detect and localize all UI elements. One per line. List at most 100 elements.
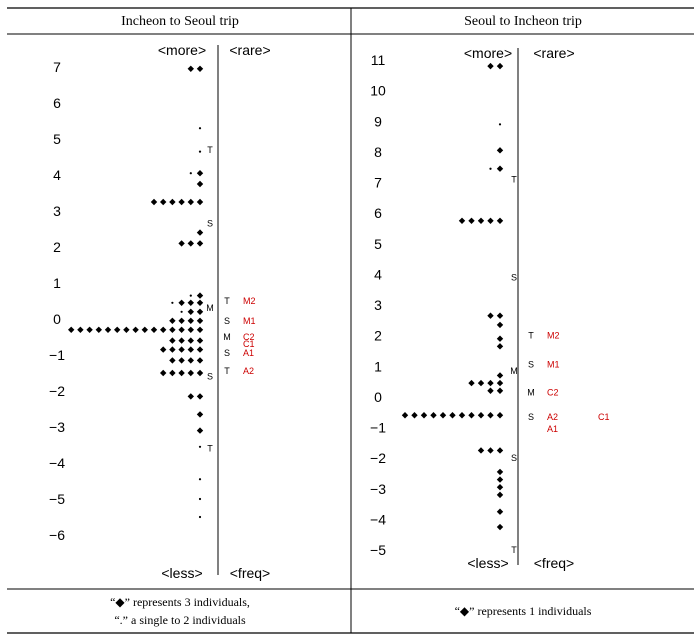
- right-tick-label: 1: [374, 358, 382, 374]
- left-person-diamond: [178, 337, 185, 344]
- left-item-marker: T: [224, 296, 230, 306]
- left-person-diamond: [187, 393, 194, 400]
- left-person-diamond: [178, 317, 185, 324]
- left-tick-label: −4: [49, 455, 65, 471]
- left-person-diamond: [196, 317, 204, 324]
- left-tick-label: −1: [49, 347, 65, 363]
- left-person-diamond: [86, 326, 93, 333]
- right-item-code: M1: [547, 360, 560, 370]
- left-person-dot: [198, 445, 202, 448]
- right-person-diamond: [487, 62, 494, 70]
- left-person-diamond: [169, 337, 176, 344]
- left-person-diamond: [187, 65, 194, 72]
- left-person-diamond: [187, 198, 194, 206]
- right-person-diamond: [458, 412, 466, 419]
- left-more-label: <more>: [158, 42, 206, 58]
- right-item-marker: S: [528, 360, 534, 370]
- right-person-diamond: [468, 217, 475, 224]
- right-tick-label: 4: [374, 266, 382, 282]
- left-person-diamond: [178, 326, 185, 333]
- left-person-diamond: [187, 337, 194, 344]
- left-panel-title: Incheon to Seoul trip: [121, 14, 239, 29]
- left-tick-label: 5: [53, 131, 61, 147]
- left-item-code: M2: [243, 296, 256, 306]
- right-tick-label: 3: [374, 297, 382, 313]
- left-freq-label: <freq>: [230, 565, 270, 581]
- right-person-diamond: [496, 312, 504, 319]
- left-person-diamond: [196, 180, 204, 188]
- left-person-diamond: [196, 170, 204, 177]
- right-person-diamond: [468, 379, 475, 387]
- left-item-marker: S: [224, 316, 230, 326]
- left-tick-label: 4: [53, 167, 61, 183]
- right-person-marker: S: [511, 453, 517, 463]
- right-person-diamond: [496, 379, 504, 387]
- right-person-diamond: [496, 476, 504, 483]
- left-person-diamond: [169, 369, 176, 377]
- right-tick-label: 7: [374, 175, 382, 191]
- left-item-code: A1: [243, 348, 254, 358]
- right-tick-label: 0: [374, 389, 382, 405]
- right-person-diamond: [496, 484, 504, 491]
- left-person-marker: M: [206, 303, 214, 313]
- left-tick-label: 3: [53, 203, 61, 219]
- right-person-diamond: [477, 447, 485, 454]
- left-less-label: <less>: [161, 565, 202, 581]
- left-person-diamond: [196, 427, 204, 434]
- right-person-diamond: [496, 523, 504, 531]
- left-tick-label: 1: [53, 275, 61, 291]
- right-tick-label: 6: [374, 205, 382, 221]
- left-item-code: M1: [243, 316, 256, 326]
- right-tick-label: −3: [370, 481, 386, 497]
- left-tick-label: −3: [49, 419, 65, 435]
- right-footnote: “◆” represents 1 individuals: [455, 604, 592, 618]
- left-tick-label: −6: [49, 527, 65, 543]
- right-item-code: A1: [547, 424, 558, 434]
- left-person-marker: S: [207, 372, 213, 382]
- left-person-diamond: [196, 240, 204, 247]
- right-person-diamond: [496, 447, 504, 454]
- left-person-diamond: [169, 357, 176, 364]
- right-item-code: C2: [547, 387, 559, 397]
- right-item-marker: T: [528, 331, 534, 341]
- left-item-marker: S: [224, 348, 230, 358]
- left-person-diamond: [178, 240, 185, 247]
- right-tick-label: 5: [374, 236, 382, 252]
- right-tick-label: 9: [374, 113, 382, 129]
- right-tick-label: −2: [370, 450, 386, 466]
- left-person-diamond: [196, 393, 204, 400]
- left-person-dot: [198, 515, 202, 519]
- left-person-diamond: [178, 346, 185, 353]
- left-item-code: C2: [243, 332, 255, 342]
- left-person-diamond: [169, 326, 176, 333]
- left-person-diamond: [196, 337, 204, 344]
- right-person-diamond: [487, 217, 494, 224]
- right-person-diamond: [487, 312, 494, 319]
- left-person-dot: [189, 172, 192, 175]
- left-footnote-line-1: “◆” represents 3 individuals,: [110, 595, 250, 609]
- right-tick-label: −4: [370, 511, 386, 527]
- right-panel-title: Seoul to Incheon trip: [464, 14, 582, 29]
- left-person-diamond: [150, 326, 158, 333]
- right-person-marker: S: [511, 272, 517, 282]
- right-person-diamond: [420, 412, 428, 419]
- right-person-diamond: [496, 412, 504, 419]
- right-more-label: <more>: [464, 45, 512, 61]
- left-item-marker: M: [223, 332, 231, 342]
- left-person-diamond: [187, 369, 194, 377]
- left-person-diamond: [187, 326, 194, 333]
- right-person-diamond: [477, 379, 485, 387]
- right-person-diamond: [487, 412, 494, 419]
- left-person-diamond: [187, 346, 194, 353]
- right-person-diamond: [496, 217, 504, 224]
- right-item-code: A2: [547, 412, 558, 422]
- left-person-diamond: [160, 326, 167, 333]
- left-person-diamond: [196, 299, 204, 306]
- right-person-diamond: [487, 447, 494, 454]
- right-tick-label: 8: [374, 144, 382, 160]
- right-person-diamond: [487, 387, 494, 394]
- left-item-marker: T: [224, 366, 230, 376]
- right-person-marker: T: [511, 174, 517, 184]
- right-person-diamond: [496, 491, 504, 499]
